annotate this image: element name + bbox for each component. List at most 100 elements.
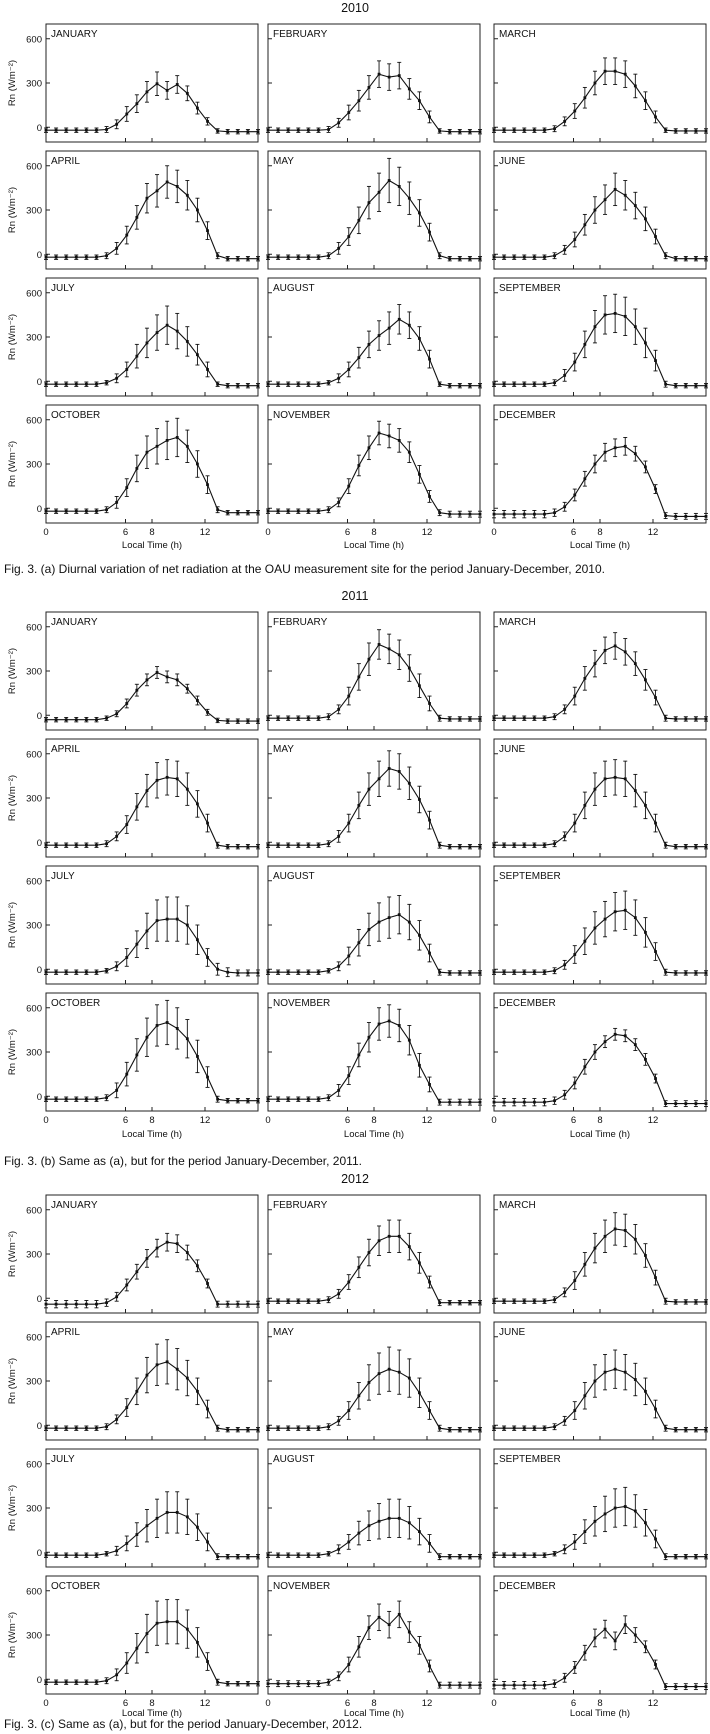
data-point xyxy=(115,712,119,716)
panel-frame xyxy=(493,738,707,858)
data-point xyxy=(216,967,220,971)
panel-frame xyxy=(45,738,259,858)
month-label: NOVEMBER xyxy=(273,998,330,1009)
data-point xyxy=(206,1660,209,1663)
data-point xyxy=(377,431,381,435)
data-point xyxy=(377,1239,381,1243)
series-line xyxy=(46,324,258,387)
y-axis-label: Rn (Wm⁻²) xyxy=(7,775,18,821)
data-point xyxy=(593,1519,597,1523)
data-point xyxy=(553,969,556,973)
data-point xyxy=(236,1099,240,1103)
series-line xyxy=(46,181,258,260)
data-point xyxy=(175,678,179,682)
data-point xyxy=(226,1428,230,1432)
data-point xyxy=(256,511,260,515)
data-point xyxy=(418,1530,421,1533)
data-point xyxy=(644,465,647,469)
data-point xyxy=(377,1022,381,1026)
y-tick-label: 600 xyxy=(26,34,42,45)
data-point xyxy=(478,1100,482,1104)
data-point xyxy=(286,509,290,513)
data-point xyxy=(125,233,129,237)
data-point xyxy=(448,1555,452,1559)
data-point xyxy=(448,717,452,721)
data-point xyxy=(226,384,230,388)
data-point xyxy=(115,246,119,250)
data-point xyxy=(458,1428,462,1432)
data-point xyxy=(522,1426,526,1430)
data-point xyxy=(387,647,391,651)
y-tick-label: 300 xyxy=(26,1504,42,1515)
data-point xyxy=(563,1547,567,1551)
data-point xyxy=(317,716,320,720)
data-point xyxy=(573,953,577,956)
x-axis-label: Local Time (h) xyxy=(344,540,404,551)
data-point xyxy=(603,917,607,921)
data-point xyxy=(543,382,546,386)
month-label: FEBRUARY xyxy=(273,617,328,628)
panel-frame xyxy=(45,404,259,524)
data-point xyxy=(84,1302,88,1306)
data-point xyxy=(438,511,442,515)
data-point xyxy=(185,1376,189,1380)
data-point xyxy=(553,381,556,385)
data-point xyxy=(633,662,637,666)
data-point xyxy=(54,382,58,386)
data-point xyxy=(347,368,351,371)
data-point xyxy=(317,509,320,513)
data-point xyxy=(155,671,159,674)
data-point xyxy=(522,382,526,386)
data-point xyxy=(623,650,627,654)
data-point xyxy=(196,353,199,357)
data-point xyxy=(512,512,516,516)
data-point xyxy=(428,818,431,822)
data-point xyxy=(347,1280,351,1284)
data-point xyxy=(664,382,668,386)
data-point xyxy=(327,1552,330,1556)
series-line xyxy=(494,1505,706,1558)
data-point xyxy=(256,1302,260,1306)
data-point xyxy=(593,1379,597,1383)
data-point xyxy=(704,514,708,518)
data-point xyxy=(623,1034,627,1038)
data-point xyxy=(438,843,442,847)
data-point xyxy=(74,509,78,513)
data-point xyxy=(532,1100,536,1104)
data-point xyxy=(296,255,300,259)
data-point xyxy=(418,1643,421,1647)
data-point xyxy=(563,1676,567,1680)
data-point xyxy=(593,81,597,85)
x-tick-label: 8 xyxy=(371,1698,376,1709)
data-point xyxy=(522,716,526,720)
data-point xyxy=(246,971,250,975)
data-point xyxy=(337,1419,341,1423)
data-point xyxy=(306,1097,310,1101)
data-point xyxy=(448,845,452,849)
data-point xyxy=(357,1531,361,1535)
data-point xyxy=(54,255,58,259)
data-point xyxy=(236,1302,240,1306)
data-point xyxy=(165,439,169,442)
data-point xyxy=(327,128,330,131)
panel-frame xyxy=(267,1575,481,1695)
x-tick-label: 8 xyxy=(149,1698,154,1709)
data-point xyxy=(674,257,678,261)
month-label: MAY xyxy=(273,1327,294,1338)
x-tick-label: 8 xyxy=(149,527,154,538)
y-tick-label: 0 xyxy=(37,1675,42,1686)
data-point xyxy=(306,128,310,132)
data-point xyxy=(125,486,129,489)
data-point xyxy=(64,255,68,259)
data-point xyxy=(644,930,647,934)
data-point xyxy=(196,938,199,942)
data-point xyxy=(246,719,250,723)
data-point xyxy=(654,950,657,953)
data-point xyxy=(266,1299,270,1303)
data-point xyxy=(105,254,108,258)
y-tick-label: 600 xyxy=(26,749,42,760)
data-point xyxy=(448,1428,452,1432)
data-point xyxy=(95,128,98,132)
data-point xyxy=(644,217,647,221)
data-point xyxy=(84,1097,88,1101)
